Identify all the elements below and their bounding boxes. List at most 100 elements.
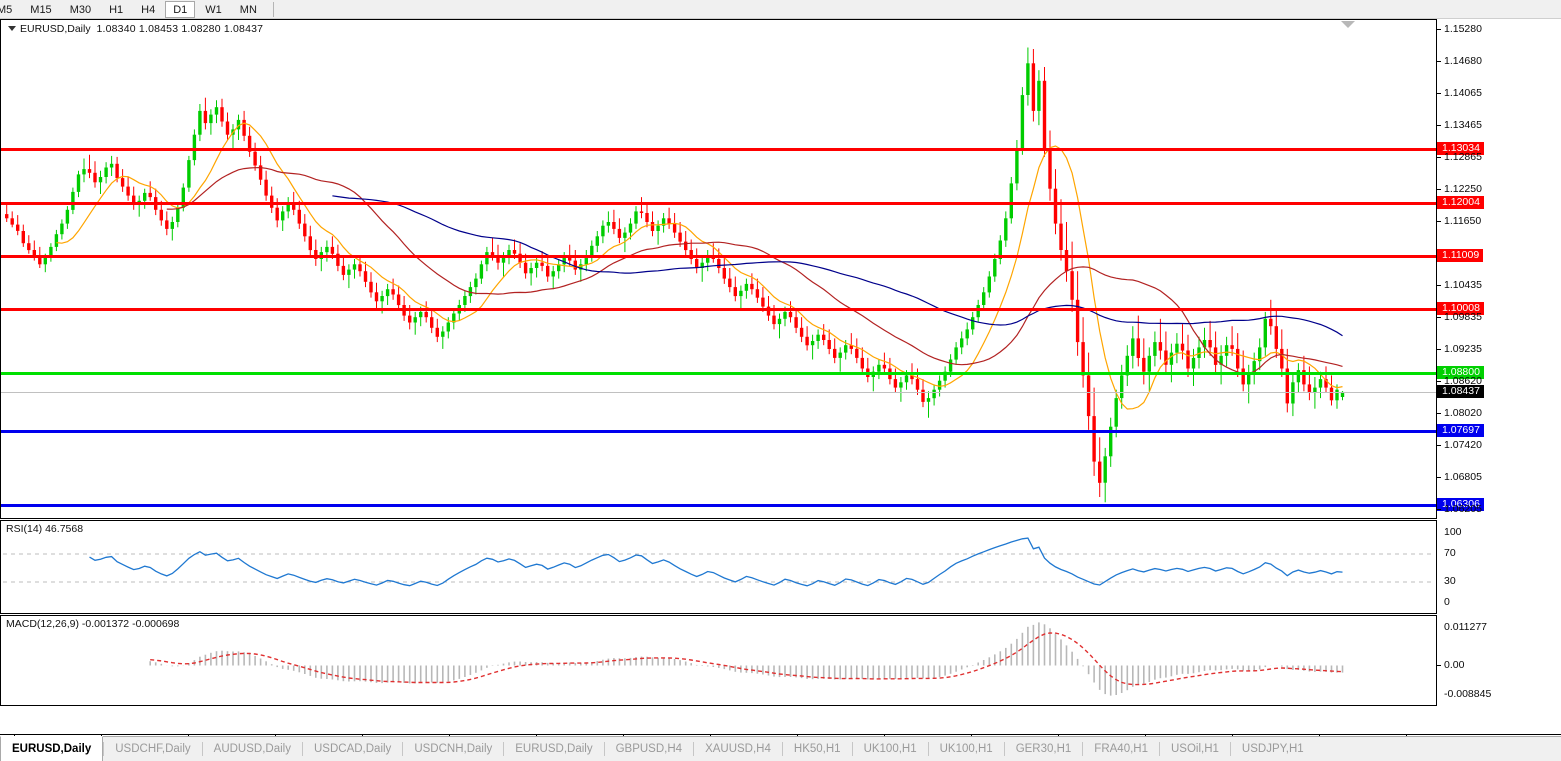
chart-tab-hk50-h1[interactable]: HK50,H1 bbox=[793, 743, 841, 755]
timeframe-button-h4[interactable]: H4 bbox=[141, 3, 156, 16]
chart-tab-audusd-daily[interactable]: AUDUSD,Daily bbox=[213, 743, 291, 755]
price-axis-label: 1.14680 bbox=[1444, 54, 1482, 67]
price-axis[interactable]: 1.15280 1.14680 1.14065 1.13465 1.13034 1.128… bbox=[1437, 19, 1561, 706]
tab-separator bbox=[851, 742, 853, 756]
tab-separator bbox=[1003, 742, 1005, 756]
timeframe-button-mn[interactable]: MN bbox=[239, 3, 257, 16]
symbol-label: EURUSD,Daily bbox=[20, 23, 91, 35]
price-axis-badge-red[interactable]: 1.11009 bbox=[1437, 248, 1484, 262]
level-line-support[interactable] bbox=[1, 503, 1436, 507]
tab-separator bbox=[103, 742, 105, 756]
chart-tab-usdcad-daily[interactable]: USDCAD,Daily bbox=[313, 743, 392, 755]
macd-axis-label: 0.011277 bbox=[1444, 621, 1488, 633]
timeframe-button-h1[interactable]: H1 bbox=[109, 3, 124, 16]
price-axis-label: 1.08020 bbox=[1444, 407, 1482, 419]
rsi-axis-label: 70 bbox=[1444, 547, 1456, 559]
price-axis-label: 1.07420 bbox=[1444, 438, 1482, 451]
price-axis-label: 1.06205 bbox=[1444, 503, 1482, 515]
price-axis-label: 1.11650 bbox=[1444, 215, 1482, 227]
price-axis-label: 1.15280 bbox=[1444, 23, 1482, 35]
price-axis-badge-black[interactable]: 1.08437 bbox=[1437, 384, 1484, 398]
price-axis-badge-red[interactable]: 1.10008 bbox=[1437, 301, 1484, 315]
rsi-axis-label: 100 bbox=[1444, 526, 1462, 538]
price-axis-tick bbox=[1437, 156, 1441, 158]
tab-separator bbox=[201, 742, 203, 756]
chart-tab-usdjpy-h1[interactable]: USDJPY,H1 bbox=[1241, 743, 1304, 755]
price-axis-label: 1.14065 bbox=[1444, 87, 1482, 100]
chart-tabs-bar[interactable]: EURUSD,Daily USDCHF,Daily AUDUSD,Daily USDC… bbox=[0, 736, 1561, 761]
price-axis-tick bbox=[1437, 93, 1441, 95]
price-axis-label: 1.09835 bbox=[1444, 311, 1482, 323]
price-axis-tick bbox=[1437, 125, 1441, 126]
price-axis-tick bbox=[1437, 29, 1441, 30]
chart-area[interactable]: EURUSD,Daily 1.08340 1.08453 1.08280 1.0… bbox=[0, 19, 1561, 754]
tab-separator bbox=[402, 742, 404, 756]
timeframe-button-d1[interactable]: D1 bbox=[165, 0, 196, 18]
tab-separator bbox=[301, 742, 303, 756]
timeframe-button-m30[interactable]: M30 bbox=[69, 3, 92, 16]
price-candlestick-svg bbox=[5, 47, 1345, 503]
market-close-marker-icon bbox=[1341, 21, 1356, 28]
price-axis-tick bbox=[1437, 317, 1441, 318]
tab-separator bbox=[927, 742, 929, 756]
timeframe-button-w1[interactable]: W1 bbox=[205, 3, 222, 16]
price-axis-tick bbox=[1437, 477, 1441, 479]
level-line-resistance[interactable] bbox=[1, 254, 1436, 258]
price-axis-badge-red[interactable]: 1.12004 bbox=[1437, 196, 1484, 210]
price-axis-tick bbox=[1437, 348, 1441, 350]
price-axis-tick bbox=[1437, 221, 1441, 222]
tab-separator bbox=[1229, 742, 1231, 756]
price-axis-tick bbox=[1437, 413, 1441, 414]
price-axis-badge-green[interactable]: 1.08800 bbox=[1437, 365, 1484, 379]
price-chart-panel[interactable]: EURUSD,Daily 1.08340 1.08453 1.08280 1.0… bbox=[0, 19, 1437, 519]
chart-tab-xauusd-h4[interactable]: XAUUSD,H4 bbox=[705, 743, 771, 755]
level-line-support[interactable] bbox=[1, 430, 1436, 434]
price-axis-badge-red[interactable]: 1.13034 bbox=[1437, 141, 1484, 155]
chart-tab-usdchf-daily[interactable]: USDCHF,Daily bbox=[115, 743, 191, 755]
price-axis-label: 1.08620 bbox=[1444, 375, 1482, 388]
price-axis-tick bbox=[1437, 60, 1441, 62]
rsi-line-svg bbox=[3, 537, 1434, 587]
tab-separator bbox=[503, 742, 505, 756]
level-line-resistance[interactable] bbox=[1, 202, 1436, 206]
price-axis-tick bbox=[1437, 285, 1441, 287]
price-axis-label: 1.13465 bbox=[1444, 119, 1482, 131]
chart-tab-usoil-h1[interactable]: USOil,H1 bbox=[1170, 743, 1219, 755]
tab-separator bbox=[1158, 742, 1160, 756]
price-axis-tick bbox=[1437, 444, 1441, 446]
chart-tab-uk100-h1[interactable]: UK100,H1 bbox=[939, 743, 993, 755]
chart-tab-eurusd-daily[interactable]: EURUSD,Daily bbox=[0, 736, 104, 761]
macd-panel-header: MACD(12,26,9) -0.001372 -0.000698 bbox=[5, 618, 181, 630]
chart-tab-gbpusd-h4[interactable]: GBPUSD,H4 bbox=[615, 743, 683, 755]
chart-tab-ger30-h1[interactable]: GER30,H1 bbox=[1015, 743, 1072, 755]
tab-separator bbox=[1082, 742, 1084, 756]
tab-separator bbox=[781, 742, 783, 756]
rsi-indicator-panel[interactable]: RSI(14) 46.7568 bbox=[0, 520, 1437, 614]
price-axis-badge-blue[interactable]: 1.07697 bbox=[1437, 424, 1484, 438]
level-line-support[interactable] bbox=[1, 371, 1436, 375]
price-axis-label: 1.10435 bbox=[1444, 279, 1482, 292]
price-axis-badge-blue[interactable]: 1.06306 bbox=[1437, 497, 1484, 511]
timeframe-toolbar: M5 M15 M30 H1 H4 D1 W1 MN bbox=[0, 0, 1561, 19]
price-axis-label: 1.09235 bbox=[1444, 342, 1482, 355]
chart-tab-uk100-h1[interactable]: UK100,H1 bbox=[863, 743, 917, 755]
timeframe-button-m15[interactable]: M15 bbox=[30, 3, 52, 16]
price-axis-tick bbox=[1437, 509, 1441, 510]
level-line-resistance[interactable] bbox=[1, 147, 1436, 151]
level-line-resistance[interactable] bbox=[1, 307, 1436, 311]
chart-tab-eurusd-daily[interactable]: EURUSD,Daily bbox=[515, 743, 593, 755]
tab-separator bbox=[603, 742, 605, 756]
chart-tab-fra40-h1[interactable]: FRA40,H1 bbox=[1094, 743, 1148, 755]
chevron-down-icon[interactable] bbox=[8, 25, 16, 31]
level-line-current-price[interactable] bbox=[1, 391, 1436, 393]
ohlc-values: 1.08340 1.08453 1.08280 1.08437 bbox=[96, 23, 264, 35]
tab-separator bbox=[693, 742, 695, 756]
chart-tab-usdcnh-daily[interactable]: USDCNH,Daily bbox=[414, 743, 493, 755]
price-axis-label: 1.12250 bbox=[1444, 183, 1482, 196]
timeframe-button-m5[interactable]: M5 bbox=[0, 3, 13, 16]
macd-indicator-panel[interactable]: MACD(12,26,9) -0.001372 -0.000698 bbox=[0, 615, 1437, 706]
toolbar-divider bbox=[272, 1, 274, 17]
price-axis-label: 1.06805 bbox=[1444, 471, 1482, 484]
price-axis-tick bbox=[1437, 381, 1441, 383]
rsi-panel-header: RSI(14) 46.7568 bbox=[5, 523, 85, 535]
